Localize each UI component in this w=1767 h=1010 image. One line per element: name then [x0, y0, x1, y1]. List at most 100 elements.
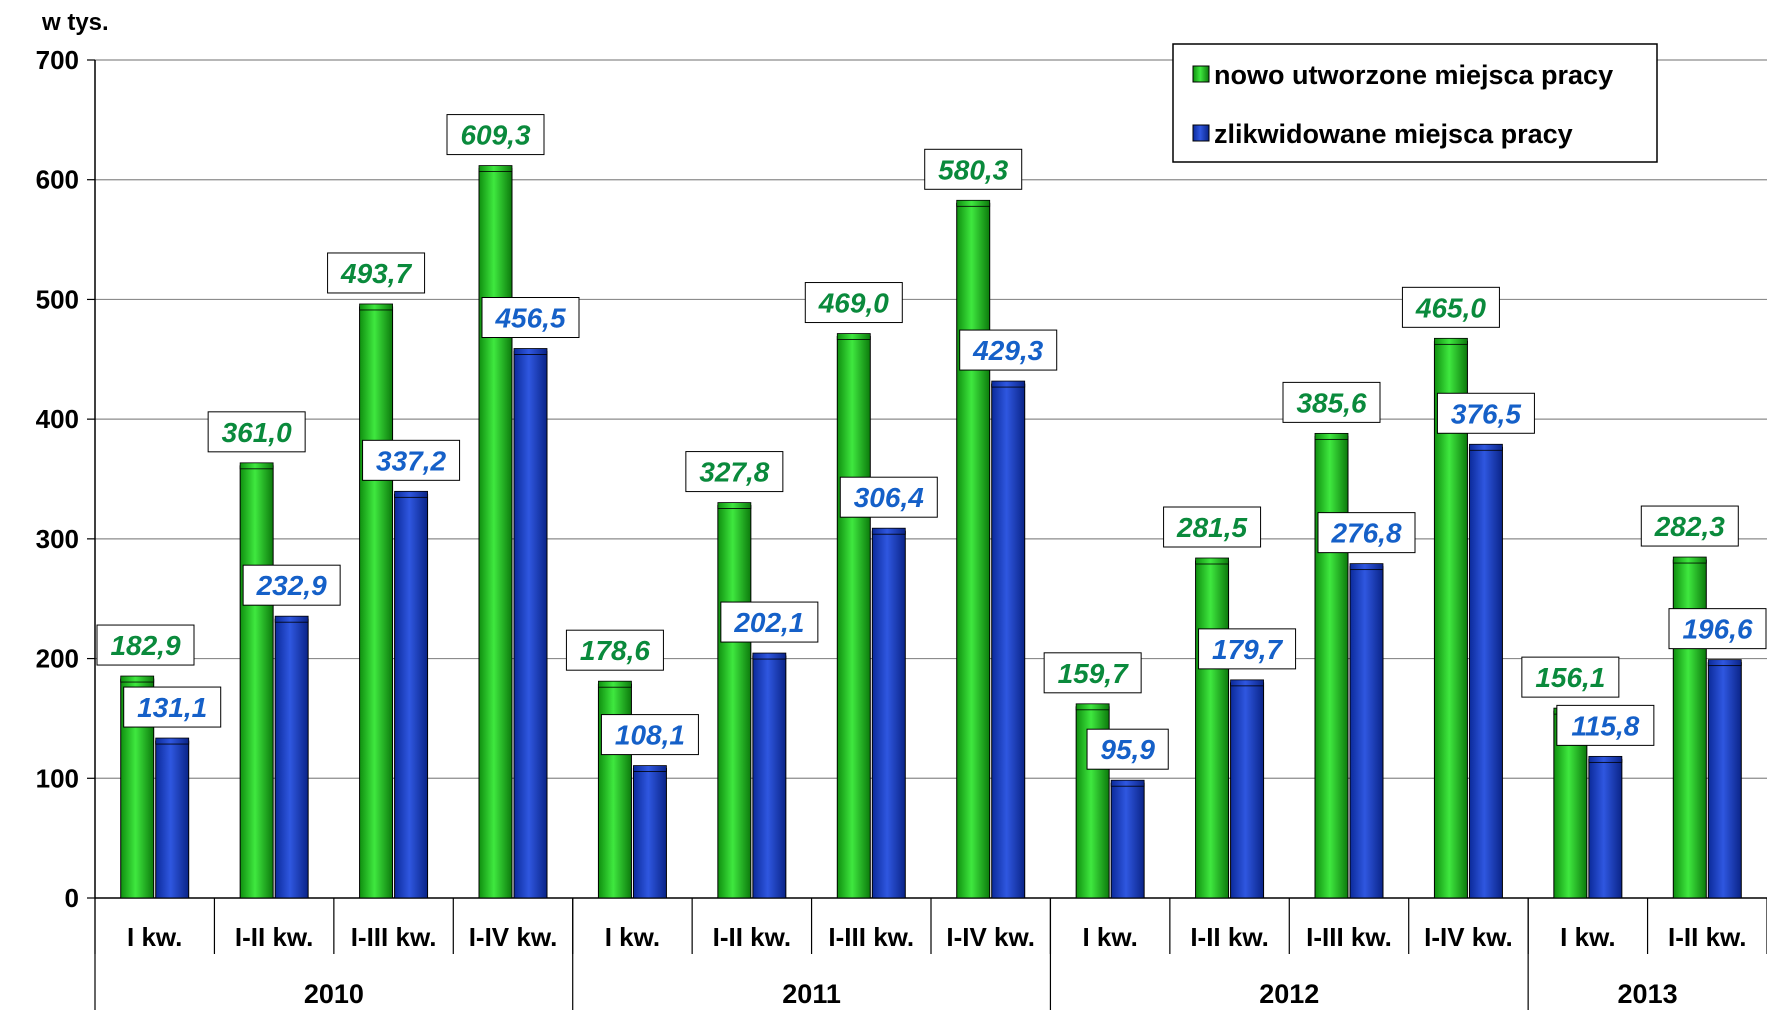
y-tick-label: 200 — [36, 644, 79, 674]
y-tick-label: 500 — [36, 284, 79, 314]
data-label-text: 327,8 — [699, 457, 769, 488]
y-tick-label: 0 — [65, 883, 79, 913]
data-label-new-jobs: 156,1 — [1521, 656, 1620, 698]
year-label: 2011 — [782, 979, 841, 1009]
bar-new-jobs — [239, 465, 274, 899]
data-label-text: 376,5 — [1451, 398, 1521, 429]
data-label-new-jobs: 385,6 — [1282, 381, 1381, 423]
data-label-box — [1163, 506, 1262, 548]
data-label-text: 202,1 — [733, 607, 804, 638]
bar-cap — [274, 615, 309, 623]
data-label-text: 337,2 — [376, 445, 446, 476]
legend-label-new-jobs: nowo utworzone miejsca pracy — [1214, 60, 1613, 90]
data-label-box — [685, 451, 784, 493]
bar-cap — [836, 333, 871, 340]
data-label-box — [1556, 704, 1655, 746]
data-label-box — [600, 714, 699, 756]
data-label-removed-jobs: 115,8 — [1556, 704, 1655, 746]
data-label-text: 469,0 — [818, 288, 889, 319]
bar-cap — [1110, 779, 1145, 787]
data-label-text: 156,1 — [1535, 662, 1605, 693]
data-label-box — [207, 411, 306, 453]
data-label-box — [446, 114, 545, 156]
data-label-text: 196,6 — [1682, 614, 1752, 645]
bar-removed-jobs — [1349, 566, 1384, 899]
data-label-removed-jobs: 276,8 — [1317, 512, 1416, 554]
data-label-box — [123, 686, 222, 728]
year-label: 2012 — [1259, 979, 1319, 1009]
bar-cap — [239, 462, 274, 470]
bar-cap — [956, 199, 991, 207]
data-label-box — [1282, 381, 1381, 423]
x-tick-label: I-III kw. — [828, 922, 914, 952]
data-label-box — [1401, 286, 1500, 328]
bar-cap — [1230, 679, 1264, 687]
x-tick-label: I-IV kw. — [469, 922, 558, 952]
bar-cap — [1075, 703, 1110, 711]
data-label-new-jobs: 178,6 — [565, 629, 664, 671]
bar-removed-jobs — [394, 493, 429, 899]
data-label-box — [362, 439, 461, 481]
data-label-box — [1640, 505, 1739, 547]
bar-new-jobs — [717, 505, 752, 899]
x-tick-label: I-III kw. — [1306, 922, 1392, 952]
bar-cap — [633, 765, 667, 772]
bar-cap — [513, 348, 548, 355]
x-tick-label: I-IV kw. — [946, 922, 1035, 952]
bar-cap — [1349, 563, 1384, 571]
bar-new-jobs — [1314, 435, 1349, 899]
bar-cap — [991, 380, 1026, 388]
bar-cap — [1707, 659, 1742, 667]
data-label-box — [959, 329, 1058, 371]
bar-new-jobs — [836, 336, 871, 899]
bar-cap — [1672, 556, 1707, 564]
data-label-box — [720, 601, 819, 643]
data-label-text: 282,3 — [1654, 511, 1725, 542]
y-tick-label: 700 — [36, 45, 79, 75]
bar-removed-jobs — [991, 383, 1026, 899]
data-label-new-jobs: 182,9 — [96, 624, 195, 666]
data-label-text: 95,9 — [1100, 734, 1155, 765]
bar-cap — [717, 502, 752, 509]
data-label-text: 115,8 — [1571, 710, 1639, 741]
data-label-new-jobs: 361,0 — [207, 411, 306, 453]
data-label-box — [1436, 392, 1535, 434]
data-label-box — [242, 564, 341, 606]
bar-cap — [155, 737, 190, 745]
data-label-new-jobs: 327,8 — [685, 451, 784, 493]
x-tick-label: I-II kw. — [235, 922, 314, 952]
data-label-text: 429,3 — [972, 335, 1043, 366]
data-label-removed-jobs: 202,1 — [720, 601, 819, 643]
data-label-new-jobs: 493,7 — [327, 252, 426, 294]
data-label-text: 580,3 — [938, 154, 1008, 185]
bar-removed-jobs — [1468, 446, 1503, 899]
data-label-text: 131,1 — [137, 692, 207, 723]
x-tick-label: I kw. — [605, 922, 660, 952]
data-label-removed-jobs: 95,9 — [1086, 728, 1169, 770]
data-label-box — [839, 476, 938, 518]
data-label-new-jobs: 281,5 — [1163, 506, 1262, 548]
data-label-text: 493,7 — [340, 258, 412, 289]
x-tick-label: I kw. — [1082, 922, 1137, 952]
bar-removed-jobs — [274, 618, 309, 899]
data-label-box — [565, 629, 664, 671]
x-tick-label: I kw. — [1560, 922, 1615, 952]
x-tick-label: I-IV kw. — [1424, 922, 1513, 952]
data-label-removed-jobs: 131,1 — [123, 686, 222, 728]
data-label-removed-jobs: 196,6 — [1668, 608, 1767, 650]
bar-cap — [752, 652, 787, 660]
x-tick-label: I-III kw. — [351, 922, 437, 952]
data-label-new-jobs: 159,7 — [1043, 652, 1142, 694]
bar-new-jobs — [359, 306, 394, 899]
bar-cap — [1469, 443, 1503, 451]
y-axis-unit-label: w tys. — [41, 9, 109, 36]
data-label-text: 281,5 — [1176, 512, 1247, 543]
data-label-text: 465,0 — [1415, 292, 1486, 323]
y-tick-label: 100 — [36, 763, 79, 793]
bar-removed-jobs — [1230, 682, 1265, 899]
year-label: 2013 — [1618, 979, 1678, 1009]
data-label-box — [96, 624, 195, 666]
bar-cap — [1434, 337, 1468, 345]
bar-removed-jobs — [513, 351, 548, 899]
